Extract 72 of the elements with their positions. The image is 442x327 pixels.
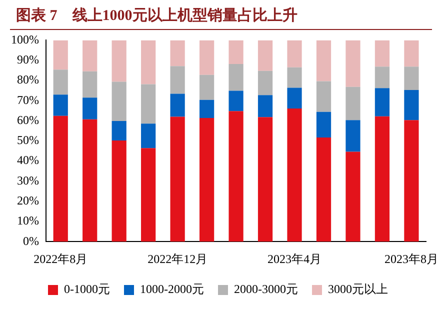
y-tick-label: 0% <box>22 234 39 248</box>
y-tick-label: 40% <box>16 153 39 168</box>
y-tick-label: 70% <box>16 92 39 107</box>
chart-title: 图表 7 线上1000元以上机型销量占比上升 <box>10 6 432 30</box>
bar <box>404 90 419 120</box>
bar <box>112 40 126 82</box>
bar <box>112 120 126 140</box>
bar <box>82 71 98 98</box>
bar <box>199 118 214 242</box>
bar <box>316 81 332 112</box>
bar <box>374 116 390 242</box>
bar <box>346 40 360 87</box>
legend-label: 3000元以上 <box>328 282 388 296</box>
y-tick-label: 50% <box>16 133 39 148</box>
bar <box>346 86 360 120</box>
bar <box>141 148 156 242</box>
bar <box>287 108 302 242</box>
bar <box>316 137 332 242</box>
bar <box>404 40 419 67</box>
bar <box>170 116 185 242</box>
bar <box>374 66 390 88</box>
legend-label: 2000-3000元 <box>234 282 298 296</box>
bar <box>199 74 214 100</box>
bar <box>53 70 68 95</box>
bar <box>82 119 98 242</box>
bar <box>316 112 332 138</box>
bar <box>228 64 244 91</box>
bar <box>287 67 302 88</box>
bar <box>374 40 390 67</box>
legend-label: 1000-2000元 <box>140 282 204 296</box>
bar <box>346 152 360 242</box>
bar <box>53 40 68 70</box>
y-tick-label: 60% <box>16 112 39 127</box>
bar <box>228 111 244 242</box>
bar <box>53 116 68 242</box>
bar <box>199 40 214 75</box>
y-tick-label: 90% <box>16 52 39 66</box>
legend-label: 0-1000元 <box>64 282 110 296</box>
bar <box>287 88 302 108</box>
y-tick-label: 80% <box>16 72 39 87</box>
bar <box>82 40 98 72</box>
x-tick-label: 2022年8月 <box>34 252 88 266</box>
bar <box>141 40 156 84</box>
bar <box>258 117 273 242</box>
bar <box>258 40 273 71</box>
y-tick-label: 10% <box>16 214 39 228</box>
bar <box>199 100 214 118</box>
bar <box>228 90 244 112</box>
bar <box>170 40 185 66</box>
bar <box>112 140 126 242</box>
bar <box>170 66 185 94</box>
x-tick-label: 2023年8月 <box>384 252 438 266</box>
bar <box>53 94 68 116</box>
bar <box>112 82 126 121</box>
x-tick-label: 2023年4月 <box>268 252 322 266</box>
bar <box>374 88 390 116</box>
bar <box>404 120 419 242</box>
bar <box>258 70 273 96</box>
y-tick-label: 100% <box>10 32 39 46</box>
bar <box>287 40 302 68</box>
bar <box>141 84 156 124</box>
bar <box>316 40 332 82</box>
y-tick-label: 30% <box>16 173 39 188</box>
y-tick-label: 20% <box>16 193 39 208</box>
x-tick-label: 2022年12月 <box>148 252 208 266</box>
bar <box>141 124 156 148</box>
bar <box>258 95 273 118</box>
bar <box>346 120 360 152</box>
bar <box>404 66 419 90</box>
bar <box>82 98 98 120</box>
bar <box>170 94 185 117</box>
bar <box>228 40 244 64</box>
